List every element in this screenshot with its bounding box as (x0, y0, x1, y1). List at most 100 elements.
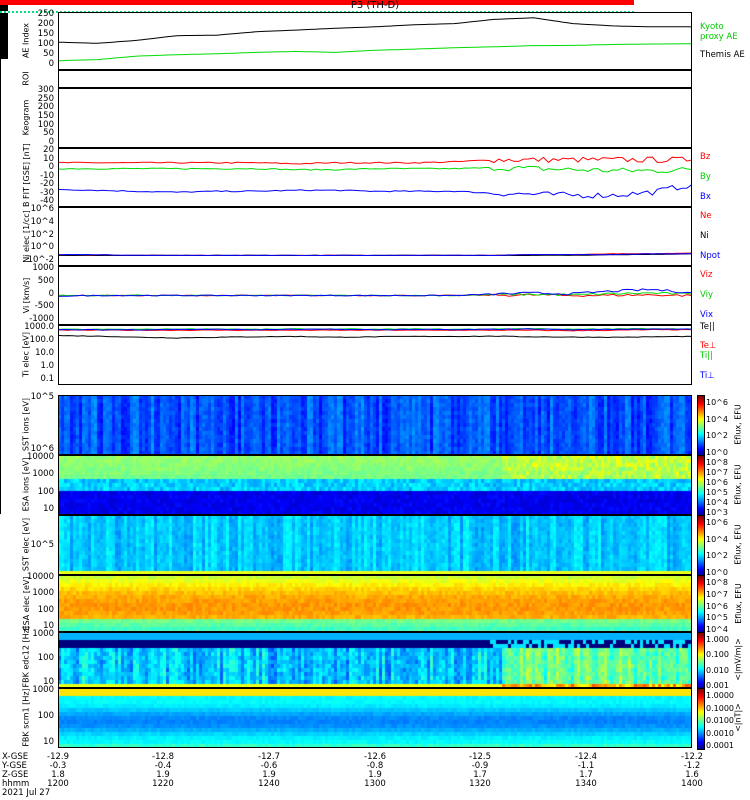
ytick (0, 52, 8, 53)
panel-frame-density (58, 207, 692, 266)
xtick (0, 329, 1, 334)
xtick (0, 284, 1, 289)
ytick-label: 10 (43, 153, 54, 164)
colorbar-tick: 0.1000 (706, 703, 734, 713)
ytick (0, 36, 8, 37)
panel-frame-fbk-edc12 (58, 632, 692, 688)
ytick-label: 10 (43, 737, 54, 747)
xaxis-value: 1300 (364, 779, 386, 789)
panel-frame-keogram (58, 88, 692, 148)
colorbar-tick: 10^5 (706, 488, 728, 497)
plot-bfield (58, 156, 692, 199)
xtick (0, 424, 1, 429)
colorbar-label: Eflux, EFU (733, 464, 743, 505)
ytick-label: 1000.0 (24, 322, 54, 332)
panel-frame-sst-ions (58, 395, 692, 455)
colorbar-tick: 0.001 (706, 681, 729, 690)
xtick (0, 254, 1, 259)
ytick-label: 20 (43, 145, 54, 155)
ytick-label: 50 (43, 49, 54, 59)
xtick (0, 409, 1, 414)
plot-title: P3 (TH-D) (350, 0, 400, 11)
xtick (0, 134, 1, 139)
xtick (0, 99, 1, 104)
xaxis-value: -0.6 (260, 761, 278, 771)
panel-frame-esa-ions (58, 455, 692, 515)
xtick (0, 319, 1, 324)
ytick (0, 43, 8, 44)
xaxis-value: 1.9 (368, 770, 382, 780)
ytick (0, 45, 8, 46)
ytick (0, 18, 8, 19)
ytick (0, 15, 8, 16)
ytick-label: 1000 (32, 263, 54, 273)
xtick (0, 414, 1, 419)
xaxis-row-label: X-GSE (2, 752, 29, 762)
colorbar-tick: 10^7 (706, 589, 728, 599)
xtick (0, 289, 1, 294)
ytick (0, 49, 8, 50)
spectrogram-sst-ions (58, 395, 692, 455)
ytick-label: 150 (37, 111, 54, 121)
ytick (0, 58, 8, 59)
series-themisae (58, 17, 692, 44)
panel-frame-sst-elec (58, 515, 692, 575)
legend-b-2: Bx (700, 192, 711, 202)
xtick (0, 139, 1, 144)
ytick-label: -1000 (29, 314, 54, 324)
legend-b-0: Bz (700, 152, 711, 162)
ytick (0, 51, 8, 52)
legend-b-1: By (700, 172, 711, 182)
colorbar-label: Eflux, EFU (733, 404, 743, 445)
ytick-label: 10.0 (35, 348, 54, 358)
ytick (0, 29, 8, 30)
xtick (0, 384, 1, 389)
ytick (0, 9, 8, 10)
colorbar-label: Eflux, EFU (733, 524, 743, 565)
xtick (0, 84, 1, 89)
ytick (0, 54, 8, 55)
ytick-label: -20 (40, 179, 54, 189)
colorbar-tick: 0.010 (706, 665, 729, 675)
legend-t-0: Te|| (700, 322, 715, 332)
xtick (0, 299, 1, 304)
xtick (0, 349, 1, 354)
plot-temperature (58, 327, 692, 339)
ytick (0, 20, 8, 21)
xaxis-value: -12.5 (469, 752, 491, 762)
ytick (0, 55, 8, 56)
xaxis-value: -12.9 (47, 752, 69, 762)
ytick (0, 50, 8, 51)
xtick (0, 484, 1, 489)
xaxis-value: 1340 (575, 779, 597, 789)
ytick (0, 47, 8, 48)
colorbar-tick: 1.000 (706, 635, 729, 644)
colorbar-tick: 10^0 (706, 568, 728, 577)
colorbar-tick: 10^2 (706, 551, 728, 561)
ytick (0, 42, 8, 43)
xtick (0, 369, 1, 374)
xtick (0, 89, 1, 94)
ylabel-roi: ROI (21, 71, 31, 86)
xtick (0, 244, 1, 249)
spectrogram-fbk-scm1 (58, 688, 692, 748)
colorbar-label: <|mV/m|> (733, 638, 743, 681)
xtick (0, 499, 1, 504)
ytick-label: 10000 (26, 452, 54, 462)
colorbar-tick: 10^3 (706, 508, 728, 517)
ytick-label: 100 (37, 486, 54, 497)
ytick (0, 32, 8, 33)
ytick-label: 200 (37, 102, 54, 113)
plot-ae (58, 17, 692, 62)
colorbar-tick: 10^7 (706, 468, 728, 477)
xtick (0, 509, 1, 514)
xaxis-row-label: Z-GSE (2, 770, 29, 780)
colorbar-tick: 10^4 (706, 534, 728, 544)
xtick (0, 264, 1, 269)
xtick (0, 154, 1, 159)
ytick-label: 1000 (32, 629, 54, 639)
legend-t-1: Te⊥ (700, 341, 717, 351)
xtick (0, 494, 1, 499)
legend-t-3: Ti⊥ (700, 371, 715, 381)
xtick (0, 274, 1, 279)
